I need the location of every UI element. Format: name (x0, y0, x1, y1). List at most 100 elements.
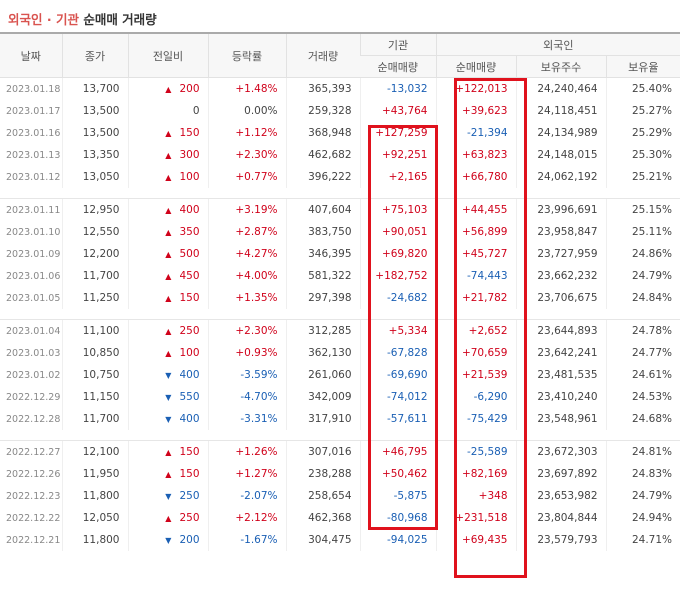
table-row: 2023.01.11 12,950 ▲ 400 +3.19% 407,604 +75,103… (0, 198, 680, 221)
institution-net-cell: -13,032 (359, 77, 436, 100)
volume-cell: 462,682 (285, 144, 360, 166)
close-cell: 12,550 (61, 221, 128, 243)
volume-cell: 261,060 (285, 364, 360, 386)
table-row: 2022.12.29 11,150 ▼ 550 -4.70% 342,009 -74,012… (0, 386, 680, 408)
institution-net-cell: -94,025 (359, 529, 436, 551)
foreign-ratio-cell: 25.27% (605, 100, 680, 122)
change-value: 450 (179, 270, 200, 282)
header-rate: 등락률 (207, 32, 286, 78)
change-value: 200 (179, 83, 200, 95)
institution-net-cell: -5,875 (359, 485, 436, 507)
table-row: 2023.01.05 11,250 ▲ 150 +1.35% 297,398 -24,682… (0, 287, 680, 309)
rate-cell: +0.77% (207, 166, 286, 188)
foreign-shares-cell: 23,644,893 (515, 319, 606, 342)
close-cell: 12,100 (61, 440, 128, 463)
date-cell: 2023.01.10 (6, 226, 61, 238)
header-close: 종가 (61, 32, 128, 78)
change-value: 0 (192, 105, 200, 117)
foreign-shares-cell: 23,672,303 (515, 440, 606, 463)
table-row: 2023.01.09 12,200 ▲ 500 +4.27% 346,395 +69,820… (0, 243, 680, 265)
institution-net-cell: +69,820 (359, 243, 436, 265)
foreign-ratio-cell: 24.61% (605, 364, 680, 386)
date-cell: 2022.12.29 (6, 391, 61, 403)
close-cell: 12,050 (61, 507, 128, 529)
group-separator (0, 309, 680, 320)
header-foreign-net: 순매매량 (435, 55, 516, 78)
table-row: 2023.01.03 10,850 ▲ 100 +0.93% 362,130 -67,828… (0, 342, 680, 364)
institution-net-cell: -24,682 (359, 287, 436, 309)
rate-cell: -3.59% (207, 364, 286, 386)
foreign-shares-cell: 23,579,793 (515, 529, 606, 551)
group-separator (0, 430, 680, 441)
foreign-shares-cell: 23,706,675 (515, 287, 606, 309)
foreign-shares-cell: 24,240,464 (515, 77, 606, 100)
institution-net-cell: +43,764 (359, 100, 436, 122)
change-value: 150 (179, 468, 200, 480)
institution-net-cell: +75,103 (359, 198, 436, 221)
volume-cell: 297,398 (285, 287, 360, 309)
institution-net-cell: +127,259 (359, 122, 436, 144)
change-cell: ▼ 200 (127, 529, 208, 551)
change-value: 150 (179, 292, 200, 304)
foreign-net-cell: +21,539 (435, 364, 516, 386)
rate-cell: +2.12% (207, 507, 286, 529)
change-value: 100 (179, 347, 200, 359)
foreign-ratio-cell: 24.68% (605, 408, 680, 430)
foreign-ratio-cell: 25.29% (605, 122, 680, 144)
close-cell: 12,200 (61, 243, 128, 265)
table-row: 2022.12.23 11,800 ▼ 250 -2.07% 258,654 -5,875 +… (0, 485, 680, 507)
rate-cell: +3.19% (207, 198, 286, 221)
change-cell: 0 (127, 100, 208, 122)
foreign-net-cell: +45,727 (435, 243, 516, 265)
foreign-net-cell: +63,823 (435, 144, 516, 166)
foreign-net-cell: +231,518 (435, 507, 516, 529)
header-foreign-shares: 보유주수 (515, 55, 606, 78)
table-row: 2023.01.12 13,050 ▲ 100 +0.77% 396,222 +2,165 +… (0, 166, 680, 188)
volume-cell: 259,328 (285, 100, 360, 122)
change-value: 350 (179, 226, 200, 238)
foreign-ratio-cell: 25.40% (605, 77, 680, 100)
arrow-down-icon: ▼ (165, 371, 172, 380)
volume-cell: 462,368 (285, 507, 360, 529)
arrow-up-icon: ▲ (165, 470, 172, 479)
change-cell: ▲ 150 (127, 440, 208, 463)
close-cell: 10,750 (61, 364, 128, 386)
rate-cell: +0.93% (207, 342, 286, 364)
arrow-up-icon: ▲ (165, 129, 172, 138)
arrow-up-icon: ▲ (165, 228, 172, 237)
date-cell: 2023.01.16 (6, 127, 61, 139)
change-cell: ▼ 250 (127, 485, 208, 507)
close-cell: 11,950 (61, 463, 128, 485)
foreign-ratio-cell: 24.94% (605, 507, 680, 529)
section-title: 외국인 · 기관 순매매 거래량 (8, 9, 157, 27)
foreign-shares-cell: 23,996,691 (515, 198, 606, 221)
foreign-shares-cell: 23,727,959 (515, 243, 606, 265)
foreign-net-cell: +39,623 (435, 100, 516, 122)
rate-cell: +2.30% (207, 144, 286, 166)
table-row: 2023.01.10 12,550 ▲ 350 +2.87% 383,750 +90,051… (0, 221, 680, 243)
close-cell: 11,700 (61, 408, 128, 430)
volume-cell: 317,910 (285, 408, 360, 430)
volume-cell: 396,222 (285, 166, 360, 188)
rate-cell: +1.35% (207, 287, 286, 309)
foreign-ratio-cell: 25.11% (605, 221, 680, 243)
arrow-down-icon: ▼ (165, 536, 172, 545)
change-cell: ▲ 150 (127, 463, 208, 485)
institution-net-cell: -74,012 (359, 386, 436, 408)
close-cell: 12,950 (61, 198, 128, 221)
close-cell: 13,500 (61, 100, 128, 122)
rate-cell: +2.87% (207, 221, 286, 243)
close-cell: 11,150 (61, 386, 128, 408)
foreign-shares-cell: 24,118,451 (515, 100, 606, 122)
foreign-net-cell: +44,455 (435, 198, 516, 221)
foreign-net-cell: +82,169 (435, 463, 516, 485)
close-cell: 11,250 (61, 287, 128, 309)
institution-net-cell: -57,611 (359, 408, 436, 430)
date-cell: 2022.12.26 (6, 468, 61, 480)
arrow-up-icon: ▲ (165, 272, 172, 281)
foreign-shares-cell: 23,548,961 (515, 408, 606, 430)
rate-cell: -4.70% (207, 386, 286, 408)
change-cell: ▲ 400 (127, 198, 208, 221)
close-cell: 13,700 (61, 77, 128, 100)
foreign-ratio-cell: 24.71% (605, 529, 680, 551)
